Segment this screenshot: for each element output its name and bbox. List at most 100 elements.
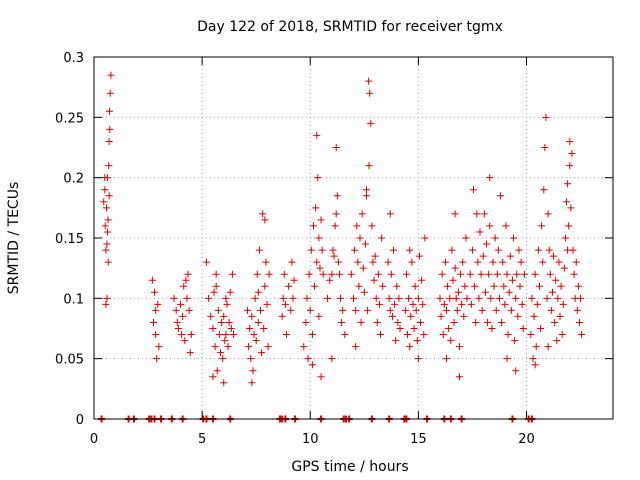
data-point xyxy=(179,312,187,320)
data-point xyxy=(228,270,236,278)
data-point xyxy=(259,210,267,218)
data-point xyxy=(415,252,423,260)
data-point xyxy=(486,174,494,182)
data-point xyxy=(548,288,556,296)
data-point xyxy=(280,270,288,278)
data-point xyxy=(355,282,363,290)
data-point xyxy=(442,306,450,314)
data-point xyxy=(105,192,113,200)
y-tick-label: 0.15 xyxy=(55,232,84,247)
data-point xyxy=(384,258,392,266)
data-point xyxy=(563,198,571,206)
data-point xyxy=(448,246,456,254)
data-point xyxy=(477,270,485,278)
data-point xyxy=(261,282,269,290)
data-point xyxy=(306,306,314,314)
data-point xyxy=(457,270,465,278)
data-point xyxy=(515,246,523,254)
data-point xyxy=(394,318,402,326)
data-point xyxy=(404,331,412,339)
data-point xyxy=(406,343,414,351)
data-point xyxy=(461,282,469,290)
data-point xyxy=(290,276,298,284)
x-axis-label: GPS time / hours xyxy=(291,459,408,475)
data-point xyxy=(218,318,226,326)
data-point xyxy=(480,210,488,218)
data-point xyxy=(445,325,453,332)
data-point xyxy=(544,210,552,218)
data-point xyxy=(102,246,110,254)
data-point xyxy=(500,282,508,290)
data-point xyxy=(251,294,259,302)
data-point xyxy=(361,240,369,248)
data-point xyxy=(248,312,256,320)
data-point xyxy=(390,246,398,254)
data-point xyxy=(529,355,537,363)
axis-ticks: 0 0.05 0.1 0.15 0.2 0.25 0.3 0 5 10 15 20 xyxy=(55,51,613,447)
data-point xyxy=(180,282,188,290)
data-point xyxy=(173,318,181,326)
data-point xyxy=(458,300,466,308)
data-point xyxy=(564,246,572,254)
data-point xyxy=(101,174,109,182)
data-point xyxy=(527,331,535,339)
data-points xyxy=(98,71,586,423)
data-point xyxy=(559,300,567,308)
data-point xyxy=(332,144,340,151)
data-point xyxy=(506,252,514,260)
data-point xyxy=(468,246,476,254)
data-point xyxy=(533,300,541,308)
data-point xyxy=(417,318,425,326)
data-point xyxy=(221,337,229,345)
data-point xyxy=(440,300,448,308)
data-point xyxy=(312,204,320,212)
data-point xyxy=(155,343,163,351)
data-point xyxy=(535,282,543,290)
data-point xyxy=(354,258,362,266)
data-point xyxy=(186,349,194,357)
data-point xyxy=(553,337,561,345)
data-point xyxy=(368,222,376,230)
y-tick-label: 0.25 xyxy=(55,111,84,126)
data-point xyxy=(106,89,114,97)
data-point xyxy=(224,343,232,351)
data-point xyxy=(303,294,311,302)
data-point xyxy=(472,318,480,326)
data-point xyxy=(265,270,273,278)
data-point xyxy=(531,270,539,278)
data-point xyxy=(103,240,111,248)
y-tick-label: 0.2 xyxy=(63,172,84,187)
data-point xyxy=(287,306,295,314)
data-point xyxy=(377,331,385,339)
data-point xyxy=(288,258,296,266)
data-point xyxy=(172,306,180,314)
data-point xyxy=(279,294,287,302)
data-point xyxy=(507,306,515,314)
y-tick-label: 0.3 xyxy=(63,51,84,66)
data-point xyxy=(534,246,542,254)
data-point xyxy=(244,306,252,314)
data-point xyxy=(451,210,459,218)
data-point xyxy=(412,306,420,314)
data-point xyxy=(107,71,115,79)
data-point xyxy=(178,331,186,339)
data-point xyxy=(222,294,230,302)
data-point xyxy=(437,312,445,320)
data-point xyxy=(152,306,160,314)
data-point xyxy=(501,300,509,308)
data-point xyxy=(184,270,192,278)
data-point xyxy=(205,294,213,302)
data-point xyxy=(154,300,162,308)
data-point xyxy=(101,186,109,194)
data-point xyxy=(360,288,368,296)
data-point xyxy=(466,270,474,278)
data-point xyxy=(357,318,365,326)
data-point xyxy=(211,343,219,351)
data-point xyxy=(550,252,558,260)
data-point xyxy=(250,331,258,339)
data-point xyxy=(215,331,223,339)
data-point xyxy=(544,343,552,351)
data-point xyxy=(517,258,525,266)
data-point xyxy=(364,306,372,314)
data-point xyxy=(402,270,410,278)
